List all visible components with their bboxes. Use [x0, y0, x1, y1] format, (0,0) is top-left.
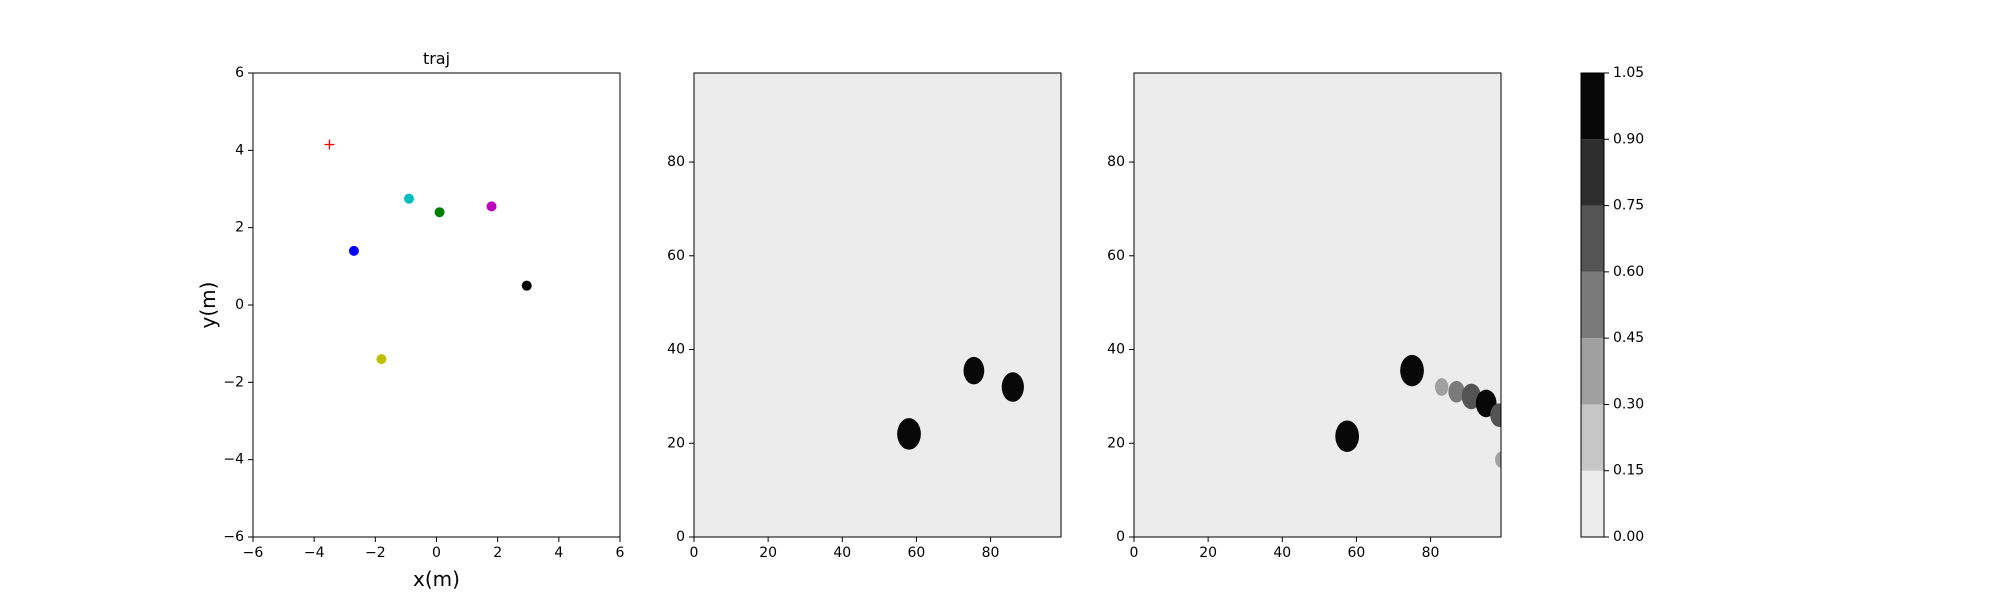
y-tick-label: 20	[667, 435, 685, 451]
occupied-blob	[1335, 420, 1360, 452]
y-tick-label: 2	[235, 220, 244, 236]
map-background	[694, 73, 1061, 537]
traj-scatter-panel: −6 −4 −2 0 2 4 6 −6 −4 −2 0 2 4 6 traj x(m) y(m)	[196, 49, 625, 591]
y-tick-label: 6	[235, 65, 244, 81]
x-tick-label: 40	[1273, 545, 1291, 561]
agent-point	[348, 245, 359, 256]
occupied-blob	[963, 356, 985, 385]
colorbar-tick-label: 0.30	[1613, 396, 1644, 412]
colorbar-tick-label: 0.60	[1613, 264, 1644, 280]
map-cells	[1335, 354, 1501, 468]
x-tick-label: 20	[759, 545, 777, 561]
colorbar-segment	[1581, 139, 1604, 206]
x-tick-label: 60	[908, 545, 926, 561]
occupancy-map-panel-1: 0 20 40 60 80 0 20 40 60 80	[667, 72, 1062, 561]
colorbar-tick-label: 1.05	[1613, 65, 1644, 81]
y-tick-label: 20	[1107, 435, 1125, 451]
x-tick-label: 2	[493, 545, 502, 561]
x-tick-label: 80	[1422, 545, 1440, 561]
colorbar-tick-label: 0.15	[1613, 463, 1644, 479]
occupied-blob	[897, 418, 921, 450]
x-tick-label: 40	[833, 545, 851, 561]
colorbar-tick-label: 0.75	[1613, 198, 1644, 214]
occupied-blob	[1435, 378, 1449, 396]
goal-marker	[324, 139, 335, 150]
x-tick-label: 4	[554, 545, 563, 561]
agent-point	[486, 201, 497, 212]
colorbar-segment	[1581, 205, 1604, 272]
occupied-blob	[1001, 372, 1024, 402]
y-tick-label: 40	[667, 342, 685, 358]
occupied-blob	[1448, 380, 1465, 403]
colorbar-tick-label: 0.45	[1613, 330, 1644, 346]
y-axis-label: y(m)	[196, 282, 220, 329]
x-tick-label: −6	[243, 545, 264, 561]
colorbar-segment	[1581, 338, 1604, 405]
x-tick-label: 80	[982, 545, 1000, 561]
y-tick-label: 0	[676, 529, 685, 545]
y-tick-label: 80	[1107, 154, 1125, 170]
chart-title: traj	[423, 49, 450, 68]
x-tick-label: 6	[616, 545, 625, 561]
y-tick-label: −6	[223, 529, 244, 545]
colorbar-frame	[1580, 72, 1605, 538]
y-tick-label: 40	[1107, 342, 1125, 358]
axes-frame	[252, 72, 621, 538]
occupied-blob	[1495, 451, 1501, 468]
colorbar: 0.00 0.15 0.30 0.45 0.60 0.75 0.90 1.05	[1580, 65, 1644, 545]
x-tick-label: 0	[432, 545, 441, 561]
colorbar-segment	[1581, 73, 1604, 140]
colorbar-segment	[1581, 404, 1604, 471]
y-tick-label: 60	[1107, 248, 1125, 264]
plot-background	[253, 73, 620, 537]
x-tick-label: 0	[690, 545, 699, 561]
colorbar-tick-label: 0.90	[1613, 131, 1644, 147]
y-tick-label: 0	[1116, 529, 1125, 545]
x-tick-label: 0	[1130, 545, 1139, 561]
colorbar-tick-label: 0.00	[1613, 529, 1644, 545]
y-tick-label: 0	[235, 297, 244, 313]
x-axis-label: x(m)	[413, 567, 460, 591]
x-tick-label: −2	[365, 545, 386, 561]
colorbar-segment	[1581, 271, 1604, 339]
y-tick-label: 4	[235, 142, 244, 158]
y-tick-label: 80	[667, 154, 685, 170]
axes-frame	[1133, 72, 1502, 538]
map-cells	[897, 356, 1024, 450]
occupied-blob	[1490, 403, 1501, 427]
axes-frame	[693, 72, 1062, 538]
y-tick-label: −4	[223, 452, 244, 468]
agent-point	[403, 193, 414, 204]
occupied-blob	[1400, 354, 1424, 387]
x-tick-label: 20	[1199, 545, 1217, 561]
x-tick-label: 60	[1348, 545, 1366, 561]
colorbar-segment	[1581, 470, 1604, 537]
y-tick-label: 60	[667, 248, 685, 264]
map-background	[1134, 73, 1501, 537]
y-tick-label: −2	[223, 374, 244, 390]
agent-point	[376, 354, 387, 365]
x-tick-label: −4	[304, 545, 325, 561]
agent-point	[521, 280, 532, 291]
occupancy-map-panel-2: 0 20 40 60 80 0 20 40 60 80	[1107, 72, 1502, 561]
agent-point	[434, 207, 445, 218]
